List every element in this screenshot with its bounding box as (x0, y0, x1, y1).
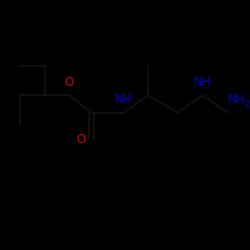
Text: NH: NH (228, 94, 245, 106)
Text: 2: 2 (244, 100, 250, 109)
Text: O: O (64, 76, 74, 89)
Text: O: O (77, 133, 86, 146)
Text: NH: NH (194, 76, 212, 89)
Text: NH: NH (115, 94, 132, 106)
